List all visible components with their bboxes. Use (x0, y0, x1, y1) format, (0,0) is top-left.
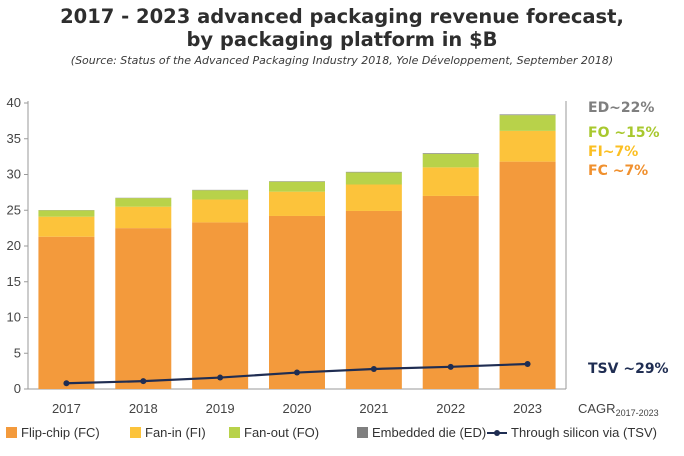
x-tick-label: 2023 (513, 401, 542, 416)
y-tick-label: 25 (7, 202, 21, 217)
y-tick-label: 20 (7, 238, 21, 253)
cagr-label: FC ~7% (588, 163, 648, 179)
legend-swatch (6, 427, 17, 438)
legend-label: Fan-out (FO) (244, 425, 319, 440)
bar-flip-chip-fc (115, 228, 172, 389)
legend-swatch (357, 427, 368, 438)
bar-fan-out-fo (115, 198, 172, 207)
cagr-axis-label: CAGR2017-2023 (578, 401, 659, 418)
y-tick-label: 0 (14, 381, 21, 396)
tsv-point (140, 378, 147, 385)
bar-fan-out-fo (422, 153, 479, 168)
tsv-point (217, 374, 224, 381)
tsv-point (447, 363, 454, 370)
bar-flip-chip-fc (192, 222, 249, 389)
cagr-label: FI~7% (588, 144, 638, 160)
bar-flip-chip-fc (422, 195, 479, 389)
tsv-point (370, 365, 377, 372)
legend-label: Through silicon via (TSV) (511, 425, 657, 440)
bar-flip-chip-fc (345, 210, 402, 389)
y-tick-label: 15 (7, 274, 21, 289)
bar-fan-out-fo (192, 190, 249, 200)
y-tick-label: 40 (7, 95, 21, 110)
tsv-point (294, 369, 300, 376)
legend: Flip-chip (FC) Fan-in (FI) Fan-out (FO) Emb… (6, 425, 657, 440)
y-tick-label: 10 (7, 310, 21, 325)
bar-fan-in-fi (422, 167, 479, 196)
bar-fan-in-fi (269, 191, 325, 216)
cagr-label: TSV ~29% (588, 361, 669, 377)
tsv-line (63, 360, 531, 387)
x-tick-label: 2017 (52, 401, 81, 416)
x-tick-label: 2022 (436, 401, 465, 416)
y-tick-label: 30 (7, 167, 21, 182)
bar-flip-chip-fc (269, 215, 325, 389)
bar-embedded-die-ed (499, 114, 556, 116)
axes: 0 5 10 15 20 25 30 35 40 2017 2018 2019 2020 2021 2022… (7, 95, 659, 418)
bar-fan-in-fi (115, 206, 172, 229)
tsv-point (524, 360, 531, 367)
bar-fan-in-fi (345, 184, 402, 211)
bar-flip-chip-fc (38, 236, 95, 389)
chart-title-line-2: by packaging platform in $B (186, 28, 498, 51)
bar-flip-chip-fc (499, 161, 556, 389)
chart-source: (Source: Status of the Advanced Packagin… (70, 54, 614, 67)
bar-fan-in-fi (499, 130, 556, 162)
legend-swatch (229, 427, 240, 438)
x-tick-label: 2019 (206, 401, 235, 416)
x-tick-label: 2018 (129, 401, 158, 416)
cagr-label: ED~22% (588, 100, 654, 116)
legend-label: Embedded die (ED) (372, 425, 486, 440)
bar-embedded-die-ed (422, 153, 479, 154)
bar-fan-in-fi (192, 199, 249, 223)
legend-label: Flip-chip (FC) (21, 425, 100, 440)
cagr-label: FO ~15% (588, 125, 660, 141)
chart-title-line-1: 2017 - 2023 advanced packaging revenue f… (60, 5, 624, 28)
bar-fan-out-fo (38, 210, 95, 217)
bars (38, 114, 556, 389)
x-tick-label: 2020 (283, 401, 312, 416)
tsv-point (63, 380, 70, 387)
legend-swatch (130, 427, 141, 438)
bar-embedded-die-ed (345, 171, 402, 173)
legend-label: Fan-in (FI) (145, 425, 206, 440)
y-tick-label: 5 (14, 345, 21, 360)
x-tick-label: 2021 (359, 401, 388, 416)
bar-fan-out-fo (269, 181, 325, 192)
legend-line-marker (494, 430, 500, 436)
bar-fan-out-fo (499, 115, 556, 131)
cagr-labels: ED~22% FO ~15% FI~7% FC ~7% TSV ~29% (588, 100, 669, 377)
bar-fan-out-fo (345, 172, 402, 185)
bar-fan-in-fi (38, 216, 95, 237)
y-tick-label: 35 (7, 131, 21, 146)
